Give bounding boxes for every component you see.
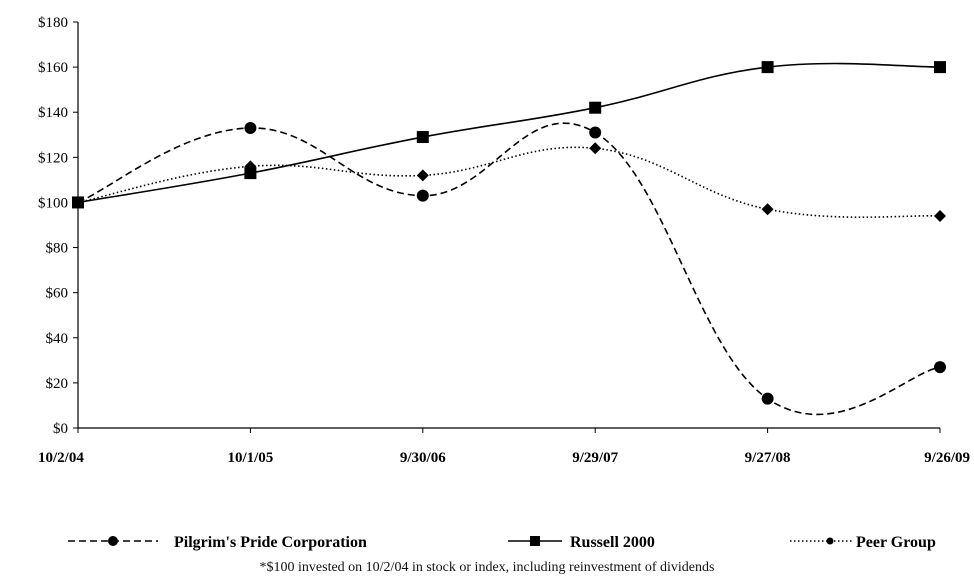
y-tick-label: $80 bbox=[46, 241, 69, 257]
data-point-square bbox=[934, 61, 946, 74]
series-line-pilgrim-s-pride-corporation bbox=[77, 122, 941, 416]
x-tick-label: 9/26/09 bbox=[924, 450, 970, 466]
y-tick-label: $0 bbox=[53, 421, 68, 437]
y-tick-label: $100 bbox=[38, 195, 68, 211]
legend-marker-circle bbox=[108, 536, 118, 546]
data-point-circle bbox=[589, 126, 602, 139]
x-tick-label: 9/30/06 bbox=[400, 450, 446, 466]
y-tick-label: $160 bbox=[38, 60, 68, 76]
series-line-russell-2000 bbox=[77, 62, 941, 204]
x-tick-label: 10/1/05 bbox=[227, 450, 273, 466]
data-point-circle bbox=[761, 392, 774, 405]
data-point-circle bbox=[934, 361, 946, 374]
chart-series bbox=[72, 61, 946, 416]
series-line-peer-group bbox=[77, 146, 941, 218]
x-tick-label: 10/2/04 bbox=[38, 450, 84, 466]
y-tick-label: $140 bbox=[38, 105, 68, 121]
legend-item-russell-2000: Russell 2000 bbox=[508, 534, 655, 551]
data-point-square bbox=[244, 167, 257, 180]
legend-item-pilgrims-pride: Pilgrim's Pride Corporation bbox=[68, 534, 367, 551]
data-point-diamond bbox=[589, 142, 602, 155]
y-tick-label: $120 bbox=[38, 150, 68, 166]
data-point-square bbox=[416, 131, 429, 144]
series-russell-2000 bbox=[72, 61, 946, 209]
data-point-diamond bbox=[934, 209, 946, 222]
legend-label-pilgrims-pride: Pilgrim's Pride Corporation bbox=[174, 534, 367, 551]
chart-axes bbox=[77, 22, 940, 429]
data-point-diamond bbox=[244, 160, 257, 173]
x-tick-label: 9/27/08 bbox=[745, 450, 791, 466]
legend-marker-dot bbox=[826, 537, 834, 545]
data-point-square bbox=[761, 61, 774, 74]
legend-marker-square bbox=[530, 536, 540, 546]
data-point-diamond bbox=[761, 203, 774, 216]
y-axis-ticks: $0 $20 $40 $60 $80 $100 $120 $140 $160 $180 bbox=[38, 15, 78, 437]
data-point-diamond bbox=[72, 196, 84, 209]
data-point-circle bbox=[244, 122, 257, 135]
series-peer-group bbox=[72, 142, 946, 222]
data-point-circle bbox=[416, 189, 429, 202]
x-tick-label: 9/29/07 bbox=[572, 450, 618, 466]
y-tick-label: $180 bbox=[38, 15, 68, 31]
y-tick-label: $20 bbox=[46, 376, 69, 392]
chart-legend: Pilgrim's Pride Corporation Russell 2000… bbox=[68, 534, 936, 551]
y-tick-label: $40 bbox=[46, 331, 69, 347]
data-point-square bbox=[589, 101, 602, 114]
y-tick-label: $60 bbox=[46, 286, 69, 302]
series-pilgrim-s-pride-corporation bbox=[72, 122, 946, 416]
x-axis-ticks: 10/2/04 10/1/05 9/30/06 9/29/07 9/27/08 9/26/… bbox=[38, 428, 970, 466]
chart-footnote: *$100 invested on 10/2/04 in stock or in… bbox=[259, 560, 715, 575]
legend-label-peer-group: Peer Group bbox=[856, 534, 936, 551]
legend-item-peer-group: Peer Group bbox=[790, 534, 936, 551]
legend-label-russell-2000: Russell 2000 bbox=[570, 534, 655, 551]
data-point-diamond bbox=[416, 169, 429, 182]
